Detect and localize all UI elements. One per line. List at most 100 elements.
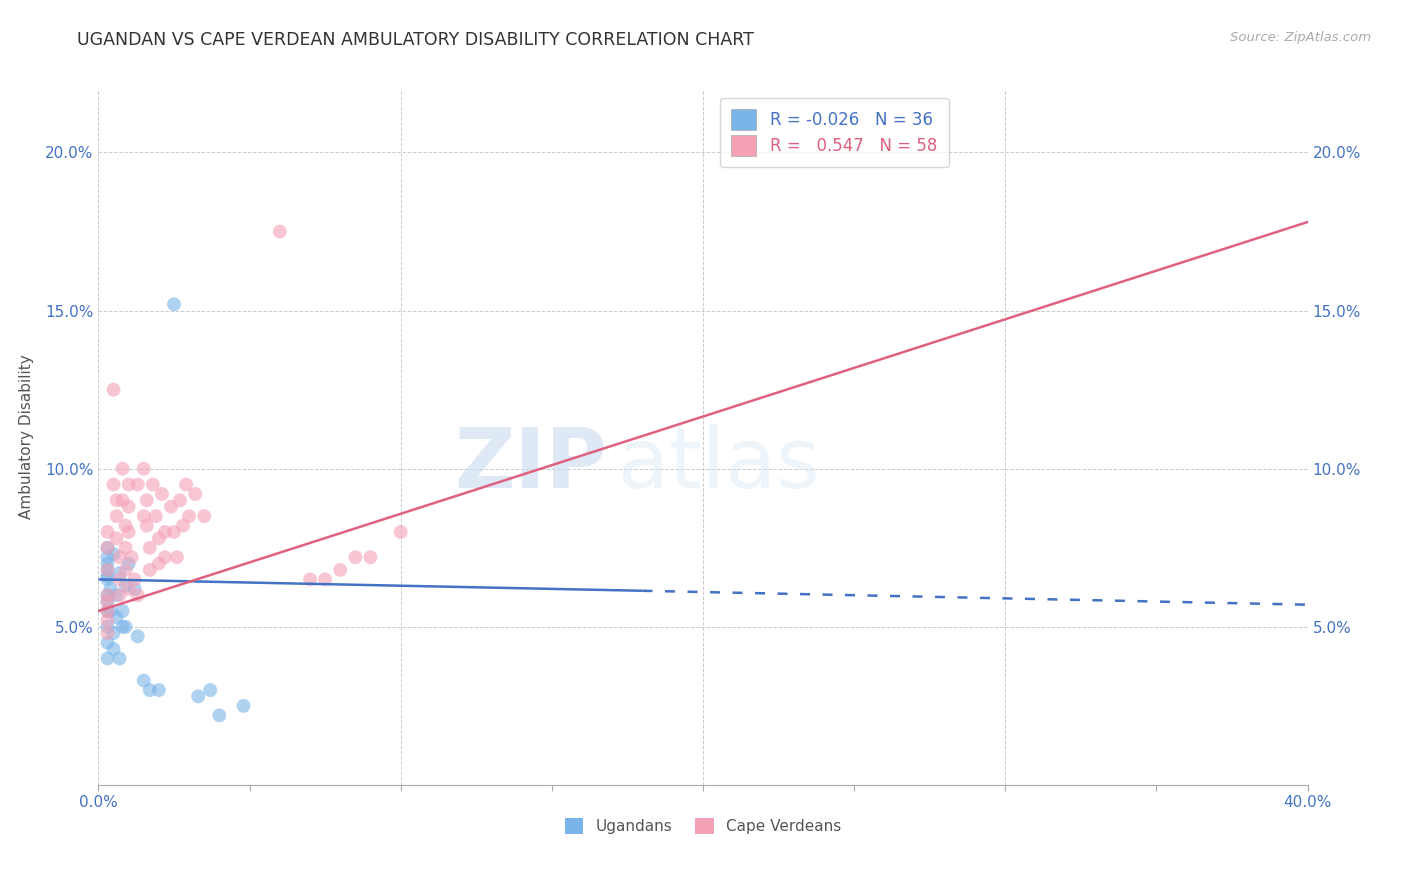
Point [269,225,291,239]
Point [139,541,162,555]
Point [96,541,118,555]
Point [193,509,215,524]
Point [111,461,134,475]
Point [96,604,118,618]
Point [329,563,352,577]
Point [103,477,125,491]
Point [135,493,157,508]
Point [148,531,170,545]
Point [153,550,176,565]
Point [96,594,118,608]
Point [100,582,122,596]
Point [148,557,170,571]
Point [139,563,162,577]
Point [96,635,118,649]
Point [96,573,118,587]
Point [96,651,118,665]
Point [111,493,134,508]
Point [163,524,186,539]
Point [103,642,125,657]
Point [114,563,136,577]
Text: UGANDAN VS CAPE VERDEAN AMBULATORY DISABILITY CORRELATION CHART: UGANDAN VS CAPE VERDEAN AMBULATORY DISAB… [77,31,754,49]
Point [148,683,170,698]
Point [108,588,131,602]
Point [105,493,128,508]
Text: ZIP: ZIP [454,425,606,506]
Point [108,550,131,565]
Point [105,610,128,624]
Point [118,582,141,596]
Point [96,626,118,640]
Point [200,683,222,698]
Point [105,509,128,524]
Point [184,487,207,501]
Point [96,614,118,628]
Legend: Ugandans, Cape Verdeans: Ugandans, Cape Verdeans [558,812,848,840]
Point [103,383,125,397]
Point [169,493,191,508]
Point [96,541,118,555]
Point [232,698,254,713]
Point [96,588,118,602]
Point [96,620,118,634]
Point [96,604,118,618]
Point [389,524,412,539]
Point [114,518,136,533]
Point [160,500,183,514]
Point [360,550,382,565]
Point [344,550,367,565]
Point [111,620,134,634]
Point [96,563,118,577]
Point [103,626,125,640]
Point [172,518,194,533]
Point [132,673,155,688]
Point [118,477,141,491]
Point [114,541,136,555]
Point [135,518,157,533]
Point [96,550,118,565]
Point [166,550,188,565]
Point [96,563,118,577]
Point [153,524,176,539]
Point [299,573,322,587]
Point [114,620,136,634]
Point [108,566,131,580]
Point [105,588,128,602]
Point [127,477,149,491]
Point [124,582,146,596]
Point [150,487,173,501]
Point [124,573,146,587]
Point [96,557,118,571]
Point [114,579,136,593]
Point [127,588,149,602]
Point [103,547,125,561]
Point [100,604,122,618]
Point [208,708,231,723]
Text: atlas: atlas [619,425,820,506]
Point [96,594,118,608]
Point [127,629,149,643]
Point [142,477,165,491]
Point [121,550,143,565]
Point [96,569,118,583]
Point [174,477,197,491]
Y-axis label: Ambulatory Disability: Ambulatory Disability [20,355,34,519]
Point [139,683,162,698]
Point [96,524,118,539]
Point [96,588,118,602]
Point [314,573,336,587]
Point [179,509,201,524]
Point [111,604,134,618]
Point [105,531,128,545]
Point [108,651,131,665]
Text: Source: ZipAtlas.com: Source: ZipAtlas.com [1230,31,1371,45]
Point [118,557,141,571]
Point [118,500,141,514]
Point [132,509,155,524]
Point [187,690,209,704]
Point [145,509,167,524]
Point [118,524,141,539]
Point [108,573,131,587]
Point [163,297,186,311]
Point [132,461,155,475]
